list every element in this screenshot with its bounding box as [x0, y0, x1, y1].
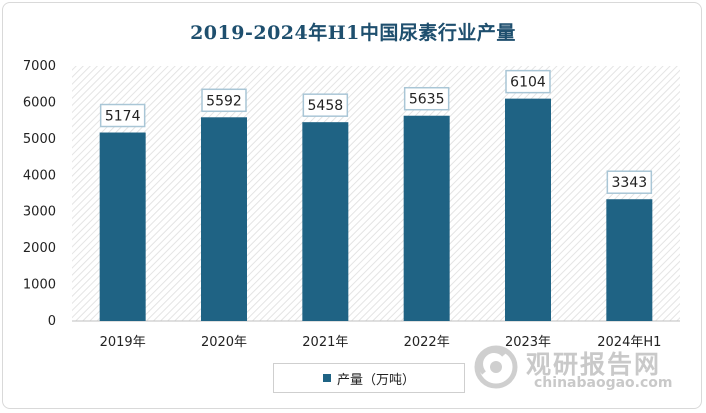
watermark: 观研报告网 chinabaogao.com	[474, 345, 700, 401]
data-label-box	[505, 69, 551, 94]
bar	[302, 122, 349, 322]
data-label: 5174	[105, 109, 141, 125]
chart-title: 2019-2024年H1中国尿素行业产量	[190, 22, 516, 44]
data-label: 5635	[409, 92, 445, 108]
data-label: 5458	[308, 98, 344, 114]
legend-label: 产量（万吨）	[336, 372, 415, 388]
data-label: 5592	[206, 93, 242, 109]
data-label: 3343	[612, 175, 648, 191]
y-tick-label: 3000	[23, 205, 56, 220]
bar	[505, 98, 551, 321]
x-tick-label: 2019年	[100, 335, 146, 350]
watermark-url: chinabaogao.com	[534, 375, 673, 391]
data-labels-group: 5174 5592 5458 5635 6104 3343	[99, 69, 653, 194]
legend: 产量（万吨）	[273, 363, 465, 393]
y-axis: 0 1000 2000 3000 4000 5000 6000 7000	[23, 59, 56, 329]
bar	[606, 199, 653, 321]
y-tick-label: 4000	[23, 168, 56, 183]
data-label-box	[201, 88, 247, 113]
legend-swatch	[322, 374, 331, 382]
watermark-name: 观研报告网	[526, 350, 662, 379]
camera-lens-logo-icon	[474, 345, 518, 389]
data-label-box	[302, 93, 349, 117]
bars-group	[99, 98, 653, 322]
x-tick-label: 2023年	[505, 335, 551, 350]
y-tick-label: 1000	[23, 278, 56, 293]
y-tick-label: 5000	[23, 132, 56, 147]
data-label: 6104	[510, 75, 546, 91]
bar	[99, 132, 146, 321]
x-tick-label: 2022年	[404, 335, 450, 350]
x-tick-label: 2024年H1	[597, 335, 661, 350]
plot-area	[72, 66, 680, 321]
data-label-box	[403, 86, 450, 111]
x-axis: 2019年 2020年 2021年 2022年 2023年 2024年H1	[100, 335, 662, 350]
y-tick-label: 2000	[23, 241, 56, 256]
bar	[201, 117, 247, 321]
data-label-box	[606, 170, 653, 194]
bar	[403, 115, 450, 321]
x-tick-label: 2021年	[302, 335, 348, 350]
y-tick-label: 0	[48, 314, 56, 329]
data-label-box	[99, 103, 146, 128]
y-tick-label: 7000	[23, 59, 56, 74]
y-tick-label: 6000	[23, 95, 56, 110]
x-tick-label: 2020年	[201, 335, 247, 350]
